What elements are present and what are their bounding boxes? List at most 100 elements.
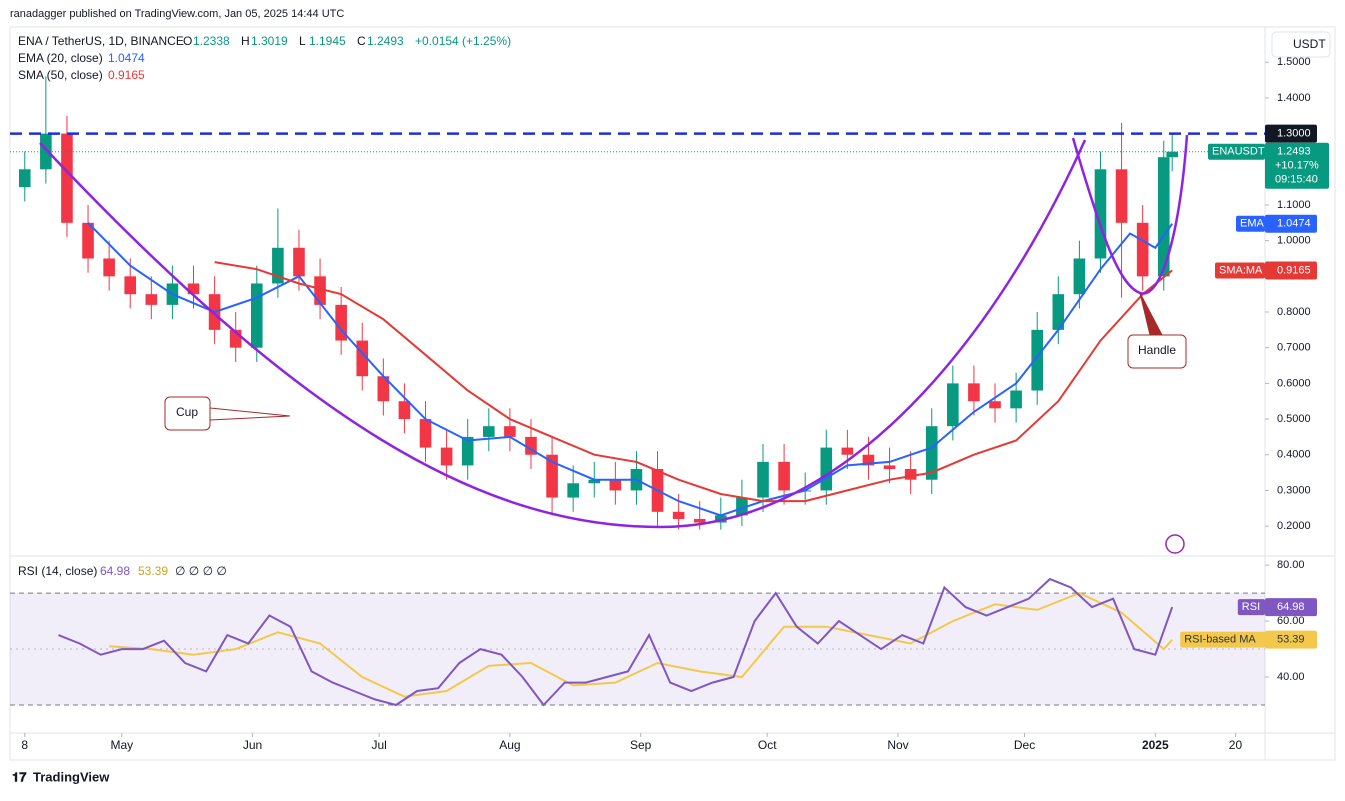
candle-body (504, 426, 516, 437)
y-tick-label: 1.4000 (1277, 92, 1311, 104)
series-value-tag (1265, 214, 1317, 233)
rsi-band (10, 593, 1265, 706)
change: +0.0154 (+1.25%) (415, 34, 511, 48)
candle-body (715, 515, 727, 523)
series-name-tag (1180, 631, 1265, 648)
y-tick-label: 0.3000 (1277, 484, 1311, 496)
handle-label: Handle (1138, 343, 1176, 357)
rsi-ma-line (109, 592, 1173, 698)
price-pane: 0.2000 0.3000 0.4000 0.5000 0.6000 0.7000 0.80… (10, 56, 1329, 752)
rsi-pane: 40.00 60.00 80.00 RSI 64.98 RSI-based MA 53.39 (10, 559, 1317, 707)
candle-body (1115, 169, 1128, 223)
last-price: 1.2493 (1277, 146, 1311, 158)
candle-body (314, 276, 326, 305)
frame (9, 26, 1336, 761)
candle-body (820, 447, 833, 491)
series-name: EMA (1240, 218, 1265, 230)
last-change: +10.17% (1275, 160, 1319, 172)
x-tick-label: Dec (1014, 738, 1035, 752)
candle-body (1052, 294, 1065, 330)
candle-body (778, 461, 790, 491)
candle-body (1010, 390, 1022, 409)
candle-body (40, 133, 52, 170)
alert-icon[interactable] (1165, 534, 1185, 554)
candle-body (356, 340, 369, 377)
candle-body (335, 304, 347, 341)
ohlc-value: 1.2338 (193, 34, 230, 48)
ohlc: O 1.2338 H 1.3019 L 1.1945 C 1.2493 +0.0154 (+1.… (183, 34, 511, 48)
logo-mark: 𝟏𝟕 (12, 769, 27, 784)
ema-legend-value: 1.0474 (108, 51, 145, 65)
ema-legend: EMA (20, close) (18, 51, 103, 65)
symbol: ENA / TetherUS, 1D, BINANCE (18, 34, 184, 48)
x-tick-label: 8 (21, 738, 28, 752)
rsi-na: ∅ ∅ ∅ ∅ (175, 564, 227, 578)
candle-body (187, 283, 200, 295)
sma-legend: SMA (50, close) (18, 68, 103, 82)
candle-body (1157, 157, 1170, 277)
candle-body (18, 169, 31, 188)
series-name: SMA:MA (1219, 264, 1263, 276)
ohlc-value: 1.3019 (251, 34, 288, 48)
candle-body (419, 419, 432, 448)
candle-body (567, 483, 579, 498)
candle-body (904, 469, 917, 480)
currency-button[interactable] (1271, 31, 1331, 58)
candle-body (398, 401, 411, 420)
y-tick-label: 0.6000 (1277, 377, 1311, 389)
series-value-tag (1265, 630, 1317, 649)
ohlc-value: 1.2493 (367, 34, 404, 48)
x-tick-label: May (110, 738, 133, 752)
ohlc-value: 1.1945 (309, 34, 346, 48)
candle-body (757, 461, 769, 498)
sma-legend-value: 0.9165 (108, 68, 145, 82)
y-tick-label: 0.2000 (1277, 520, 1311, 532)
series-name-tag (1215, 262, 1265, 279)
candle-body (272, 247, 284, 284)
series-name: RSI-based MA (1184, 633, 1256, 645)
series-name-tag (1237, 599, 1265, 616)
last-price-tag (1265, 142, 1329, 189)
candle-body (546, 454, 558, 498)
candle-body (1166, 151, 1178, 158)
series-name-tag (1236, 215, 1265, 232)
currency[interactable]: USDT (1293, 37, 1326, 51)
handle-box (1127, 334, 1187, 369)
candle-body (736, 497, 748, 516)
last-name-tag (1208, 143, 1265, 160)
candle-body (968, 383, 980, 402)
candle-body (989, 401, 1001, 409)
y-tick-label: 40.00 (1277, 671, 1305, 683)
x-tick-label: 2025 (1142, 738, 1169, 752)
candle-body (525, 436, 537, 455)
rsi-legend: RSI (14, close) (18, 564, 97, 578)
candle-body (925, 426, 938, 480)
series-value: 1.0474 (1277, 218, 1311, 230)
series-value: 0.9165 (1277, 264, 1311, 276)
ohlc-key: C (357, 34, 366, 48)
x-tick-label: Nov (887, 738, 908, 752)
level-tag-label: 1.3000 (1277, 128, 1311, 140)
x-tick-label: Sep (630, 738, 652, 752)
ma-line (214, 261, 1173, 503)
footer-logo: TradingView (33, 769, 110, 784)
candle-body (883, 465, 896, 470)
candle-body (293, 247, 305, 277)
candle-body (947, 383, 959, 427)
rsi-line (58, 577, 1174, 707)
candle-body (103, 258, 115, 277)
y-tick-label: 0.8000 (1277, 306, 1311, 318)
candle-body (862, 454, 875, 466)
x-tick-label: 20 (1229, 738, 1243, 752)
candle-body (609, 479, 622, 491)
candle-body (693, 518, 706, 523)
y-tick-label: 1.5000 (1277, 56, 1311, 68)
candle-body (588, 479, 601, 484)
candle-body (1094, 169, 1107, 259)
candle-body (124, 276, 137, 295)
candle-body (841, 447, 854, 455)
rsi-ma-legend-value: 53.39 (138, 564, 168, 578)
cup-box (164, 396, 211, 431)
cup-pointer (209, 407, 291, 421)
